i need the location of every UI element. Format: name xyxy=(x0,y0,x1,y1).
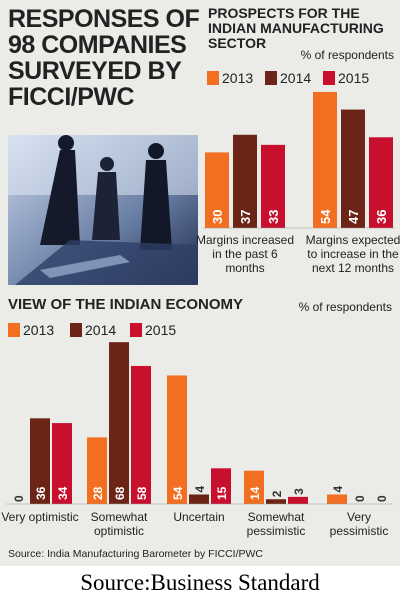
value-label: 58 xyxy=(135,486,149,500)
legend-label: 2015 xyxy=(338,70,369,86)
chart-title: PROSPECTS FOR THE INDIAN MANUFACTURING S… xyxy=(208,5,384,51)
legend-label: 2013 xyxy=(222,70,253,86)
category-label: Uncertain xyxy=(173,510,225,524)
bar xyxy=(233,134,257,228)
legend-swatch xyxy=(8,323,20,337)
legend-label: 2014 xyxy=(85,322,116,338)
bar xyxy=(266,499,286,504)
value-label: 2 xyxy=(270,490,284,497)
legend-swatch xyxy=(130,323,142,337)
value-label: 54 xyxy=(171,486,185,500)
legend-swatch xyxy=(265,71,277,85)
category-label: Very pessimistic xyxy=(329,510,389,538)
value-label: 36 xyxy=(374,210,389,224)
value-label: 3 xyxy=(292,488,306,495)
value-label: 34 xyxy=(56,486,70,500)
value-label: 15 xyxy=(215,486,229,500)
source-note: Source: India Manufacturing Barometer by… xyxy=(8,548,264,560)
photo xyxy=(8,135,198,285)
bar xyxy=(205,152,229,228)
bar xyxy=(341,109,365,228)
value-label: 47 xyxy=(346,210,361,224)
value-label: 37 xyxy=(238,210,253,224)
chart-title: VIEW OF THE INDIAN ECONOMY xyxy=(8,296,244,313)
category-label: Somewhat optimistic xyxy=(90,510,148,538)
bar xyxy=(327,494,347,504)
value-label: 0 xyxy=(375,495,389,502)
bar xyxy=(288,496,308,504)
bar xyxy=(313,91,337,228)
value-label: 4 xyxy=(193,485,207,492)
bar xyxy=(87,437,107,504)
value-label: 36 xyxy=(34,486,48,500)
category-label: Very optimistic xyxy=(1,510,79,524)
unit-label: % of respondents xyxy=(300,48,394,62)
value-label: 68 xyxy=(113,486,127,500)
unit-label: % of respondents xyxy=(298,300,392,314)
value-label: 0 xyxy=(12,495,26,502)
bar xyxy=(109,342,129,504)
bar xyxy=(211,468,231,504)
category-label: Somewhat pessimistic xyxy=(246,510,306,538)
bar xyxy=(167,375,187,504)
value-label: 33 xyxy=(266,210,281,224)
legend-swatch xyxy=(323,71,335,85)
bar xyxy=(52,423,72,504)
legend-swatch xyxy=(207,71,219,85)
bar xyxy=(261,144,285,228)
main-title: RESPONSES OF 98 COMPANIES SURVEYED BY FI… xyxy=(8,5,200,111)
value-label: 14 xyxy=(248,486,262,500)
bar xyxy=(131,365,151,504)
legend-label: 2013 xyxy=(23,322,54,338)
value-label: 28 xyxy=(91,486,105,500)
legend-label: 2014 xyxy=(280,70,311,86)
bar xyxy=(189,494,209,504)
value-label: 4 xyxy=(331,485,345,492)
caption: Source:Business Standard xyxy=(80,570,320,595)
bar xyxy=(369,137,393,228)
legend-label: 2015 xyxy=(145,322,176,338)
category-label: Margins increased in the past 6 months xyxy=(195,233,295,275)
value-label: 54 xyxy=(318,209,333,224)
legend-swatch xyxy=(70,323,82,337)
bar xyxy=(30,418,50,504)
bar xyxy=(244,470,264,504)
value-label: 0 xyxy=(353,495,367,502)
category-label: Margins expected to increase in the next… xyxy=(305,233,400,275)
value-label: 30 xyxy=(210,210,225,224)
